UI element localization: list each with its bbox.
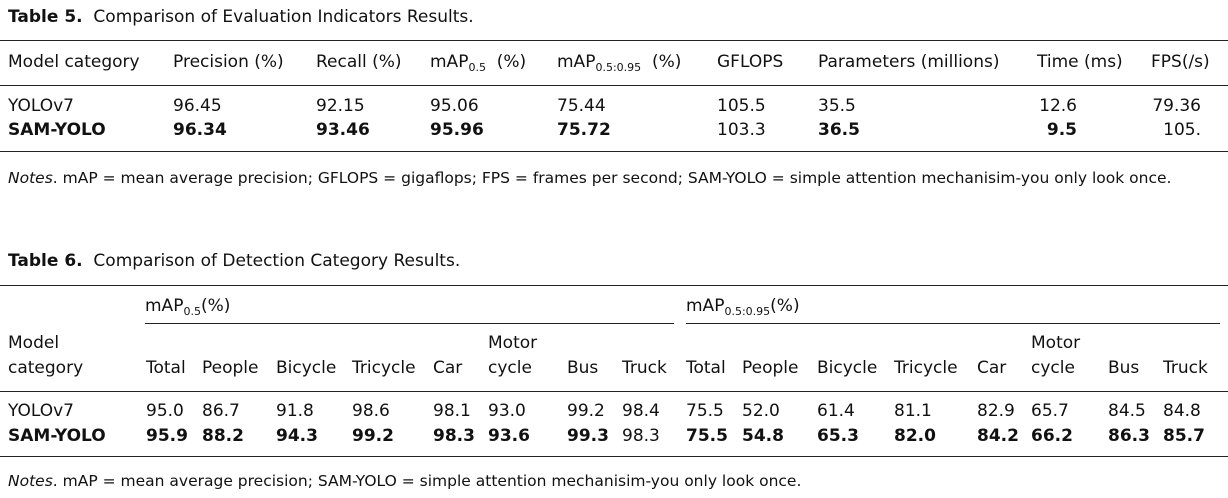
table5-label: Table 5. (8, 7, 83, 27)
t5-r1-fps: 105. (1163, 120, 1201, 140)
table5-top-rule (0, 40, 1228, 41)
t6-header-motor-2: Motor (1031, 333, 1081, 353)
t5-r0-recall: 92.15 (316, 96, 365, 116)
table6-label: Table 6. (8, 251, 83, 271)
table5-notes: Notes. mAP = mean average precision; GFL… (8, 169, 1172, 187)
t6-r0-v12: 82.9 (977, 401, 1015, 421)
t6-col-5: cycle (488, 358, 532, 378)
t6-r0-v13: 65.7 (1031, 401, 1069, 421)
t6-group1-header: mAP0.5(%) (145, 296, 231, 318)
table6-header-rule (0, 391, 1228, 392)
t5-r1-model: SAM-YOLO (8, 120, 106, 140)
t5-r0-model: YOLOv7 (8, 96, 74, 116)
t6-r1-v4: 98.3 (433, 426, 475, 446)
table6-caption: Table 6. Comparison of Detection Categor… (8, 251, 460, 271)
t6-col-15: Truck (1163, 358, 1208, 378)
t6-r1-v7: 98.3 (622, 426, 660, 446)
t6-r1-v0: 95.9 (146, 426, 188, 446)
table5-header-rule (0, 85, 1228, 86)
t5-r0-map50: 95.06 (430, 96, 479, 116)
t6-r1-v11: 82.0 (894, 426, 936, 446)
t5-r0-precision: 96.45 (173, 96, 222, 116)
table6-title: Comparison of Detection Category Results… (93, 251, 461, 271)
t5-r1-gflops: 103.3 (717, 120, 766, 140)
t6-r1-v13: 66.2 (1031, 426, 1073, 446)
t5-header-recall: Recall (%) (316, 52, 402, 72)
t6-col-14: Bus (1108, 358, 1140, 378)
t6-group2-header: mAP0.5:0.95(%) (686, 296, 800, 318)
t6-r0-v0: 95.0 (146, 401, 184, 421)
t6-col-12: Car (977, 358, 1007, 378)
t5-r1-map5095: 75.72 (557, 120, 611, 140)
t6-r0-v14: 84.5 (1108, 401, 1146, 421)
t6-col-3: Tricycle (352, 358, 416, 378)
t5-header-gflops: GFLOPS (717, 52, 784, 72)
t6-r1-v6: 99.3 (567, 426, 609, 446)
t6-col-11: Tricycle (894, 358, 958, 378)
t6-col-9: People (742, 358, 799, 378)
t5-header-params: Parameters (millions) (818, 52, 1000, 72)
t5-header-precision: Precision (%) (173, 52, 284, 72)
t5-r0-fps: 79.36 (1152, 96, 1201, 116)
t6-r0-v6: 99.2 (567, 401, 605, 421)
t5-r0-params: 35.5 (818, 96, 856, 116)
t6-r0-v15: 84.8 (1163, 401, 1201, 421)
t5-header-fps: FPS(/s) (1151, 52, 1210, 72)
t5-header-time: Time (ms) (1037, 52, 1123, 72)
t5-r0-map5095: 75.44 (557, 96, 606, 116)
t6-group1-rule (145, 323, 674, 324)
t6-header-model-line1: Model (8, 333, 60, 353)
t6-r0-v10: 61.4 (817, 401, 855, 421)
t6-col-2: Bicycle (276, 358, 337, 378)
t5-r1-map50: 95.96 (430, 120, 484, 140)
t5-header-map50: mAP0.5 (%) (430, 52, 527, 74)
t6-r0-model: YOLOv7 (8, 401, 74, 421)
t6-col-1: People (202, 358, 259, 378)
t6-r1-v10: 65.3 (817, 426, 859, 446)
t6-header-motor-1: Motor (488, 333, 538, 353)
t6-col-0: Total (146, 358, 186, 378)
t6-col-6: Bus (567, 358, 599, 378)
t6-col-8: Total (686, 358, 726, 378)
t6-r1-v2: 94.3 (276, 426, 318, 446)
table6-bottom-rule (0, 456, 1228, 457)
t6-r1-v1: 88.2 (202, 426, 244, 446)
t5-r1-precision: 96.34 (173, 120, 227, 140)
t6-r0-v2: 91.8 (276, 401, 314, 421)
t5-r1-recall: 93.46 (316, 120, 370, 140)
t5-r1-params: 36.5 (818, 120, 860, 140)
t6-r0-v1: 86.7 (202, 401, 240, 421)
t6-col-13: cycle (1031, 358, 1075, 378)
t6-r1-v5: 93.6 (488, 426, 530, 446)
t6-r1-v3: 99.2 (352, 426, 394, 446)
t6-col-10: Bicycle (817, 358, 878, 378)
t6-group2-rule (686, 323, 1220, 324)
t6-r0-v9: 52.0 (742, 401, 780, 421)
table5-title: Comparison of Evaluation Indicators Resu… (93, 7, 474, 27)
table5-caption: Table 5. Comparison of Evaluation Indica… (8, 7, 474, 27)
t5-r0-time: 12.6 (1039, 96, 1077, 116)
t6-r1-v9: 54.8 (742, 426, 784, 446)
t6-r0-v8: 75.5 (686, 401, 724, 421)
t6-col-7: Truck (622, 358, 667, 378)
table6-top-rule (0, 285, 1228, 286)
t6-header-model-line2: category (8, 358, 84, 378)
t6-r0-v7: 98.4 (622, 401, 660, 421)
t6-r1-model: SAM-YOLO (8, 426, 106, 446)
t5-r0-gflops: 105.5 (717, 96, 766, 116)
t6-r1-v8: 75.5 (686, 426, 728, 446)
t6-r0-v4: 98.1 (433, 401, 471, 421)
table5-bottom-rule (0, 151, 1228, 152)
t6-r1-v14: 86.3 (1108, 426, 1150, 446)
t6-r0-v5: 93.0 (488, 401, 526, 421)
table6-notes: Notes. mAP = mean average precision; SAM… (8, 472, 802, 490)
t6-col-4: Car (433, 358, 463, 378)
t6-r1-v12: 84.2 (977, 426, 1019, 446)
t5-header-map5095: mAP0.5:0.95 (%) (557, 52, 682, 74)
t5-r1-time: 9.5 (1046, 120, 1077, 140)
t6-r0-v11: 81.1 (894, 401, 932, 421)
t5-header-model: Model category (8, 52, 140, 72)
t6-r1-v15: 85.7 (1163, 426, 1205, 446)
t6-r0-v3: 98.6 (352, 401, 390, 421)
